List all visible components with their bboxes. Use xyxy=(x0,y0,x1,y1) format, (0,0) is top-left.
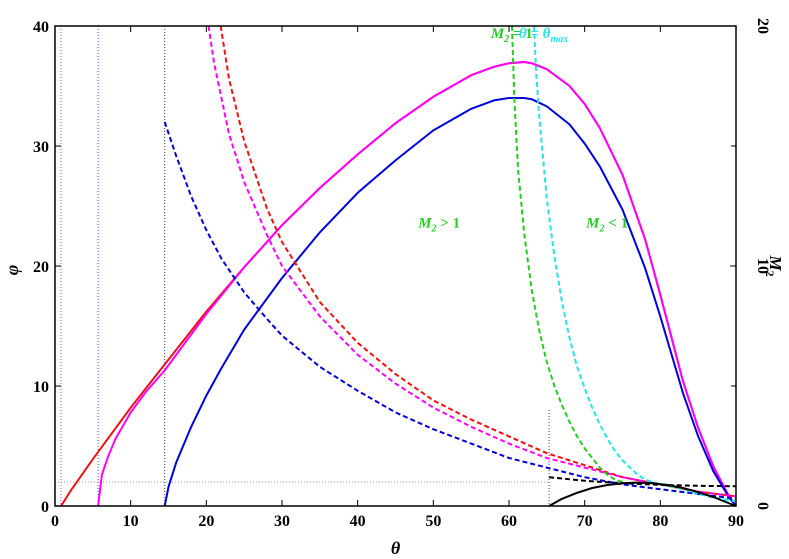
annotation-main: M xyxy=(585,216,600,232)
annotation-rest: = 1 xyxy=(509,26,533,42)
x-axis-ticks: 0 10 20 30 40 50 60 70 80 90 xyxy=(51,26,744,530)
y-right-axis-label-sub: 2 xyxy=(763,271,777,277)
annotation-rest: < 1 xyxy=(605,216,629,232)
y-right-axis-label-main: M xyxy=(766,254,785,271)
x-tick-label: 50 xyxy=(425,513,441,530)
annotation-sub: max xyxy=(550,34,568,45)
series-line-3 xyxy=(219,25,737,498)
series-line-6 xyxy=(511,25,623,483)
x-tick-label: 60 xyxy=(501,513,517,530)
y-right-tick-label: 20 xyxy=(754,18,771,34)
plot-frame xyxy=(54,25,737,507)
x-tick-label: 40 xyxy=(350,513,366,530)
x-tick-label: 70 xyxy=(577,513,593,530)
annotation-sub: 2 xyxy=(431,224,437,235)
y-left-tick-label: 30 xyxy=(33,139,49,156)
annotation-sub: 2 xyxy=(599,224,605,235)
series-line-0 xyxy=(60,61,737,507)
annotation-m2-equals-1: M2 = 1 xyxy=(490,26,533,45)
series-line-1 xyxy=(97,61,737,507)
axis-labels: θ φ M2 xyxy=(2,254,785,558)
x-tick-label: 30 xyxy=(274,513,290,530)
x-tick-label: 90 xyxy=(728,513,744,530)
annotation-main: θ = θ xyxy=(519,26,551,42)
y-left-axis-ticks: 0 10 20 30 40 xyxy=(33,19,61,516)
y-right-axis-ticks: 0 10 20 xyxy=(730,18,771,510)
annotation-rest: > 1 xyxy=(437,216,461,232)
y-right-tick-label: 10 xyxy=(754,258,771,274)
x-tick-label: 10 xyxy=(123,513,139,530)
y-left-tick-label: 40 xyxy=(33,19,49,36)
x-axis-label: θ xyxy=(391,538,401,558)
annotation-main: M xyxy=(490,26,505,42)
y-right-axis-label: M2 xyxy=(763,254,785,276)
y-left-tick-label: 0 xyxy=(41,499,49,516)
series-line-4 xyxy=(207,25,737,498)
series-line-5 xyxy=(163,121,737,500)
y-right-tick-label: 0 xyxy=(754,502,771,510)
series-group xyxy=(60,25,737,507)
y-left-tick-label: 10 xyxy=(33,379,49,396)
series-line-8 xyxy=(548,476,737,488)
annotation-theta-equals-theta-max: θ = θmax xyxy=(519,26,568,45)
annotation-m2-greater-1: M2 > 1 xyxy=(417,216,460,235)
series-line-7 xyxy=(533,25,737,503)
y-left-tick-label: 20 xyxy=(33,259,49,276)
series-line-2 xyxy=(163,97,737,507)
x-tick-label: 20 xyxy=(198,513,214,530)
annotation-sub: 2 xyxy=(503,34,509,45)
y-left-axis-label: φ xyxy=(2,265,22,276)
series-line-9 xyxy=(548,481,737,507)
annotation-m2-less-1: M2 < 1 xyxy=(585,216,628,235)
x-tick-label: 0 xyxy=(51,513,59,530)
guide-lines xyxy=(55,26,550,506)
x-tick-label: 80 xyxy=(652,513,668,530)
annotation-main: M xyxy=(417,216,432,232)
